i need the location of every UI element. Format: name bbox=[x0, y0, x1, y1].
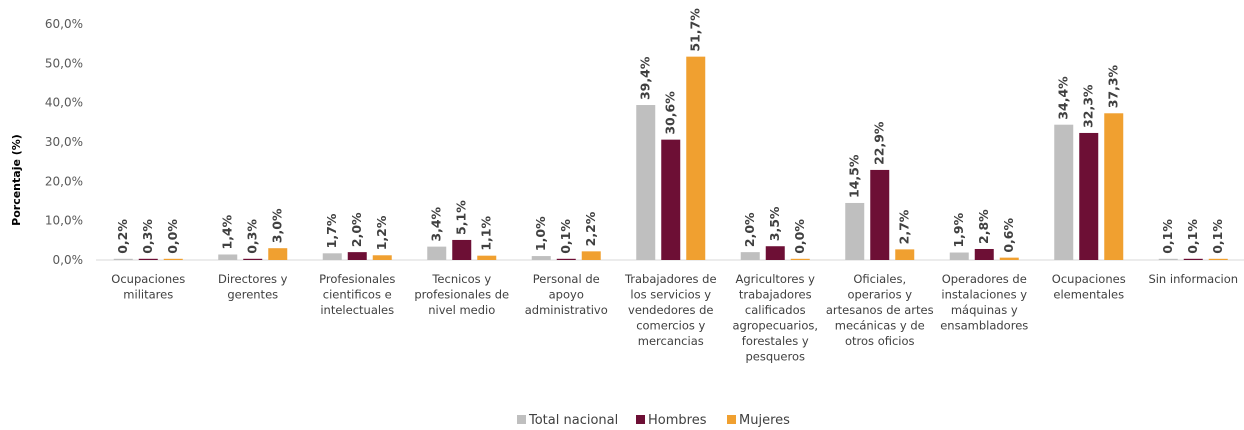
bar bbox=[974, 248, 994, 260]
bar bbox=[268, 248, 288, 260]
data-label: 0,0% bbox=[165, 219, 180, 254]
y-axis-title: Porcentaje (%) bbox=[10, 134, 23, 226]
data-label: 1,7% bbox=[324, 213, 339, 248]
y-axis: 0,0% 10,0% 20,0% 30,0% 40,0% 50,0% 60,0% bbox=[45, 17, 83, 267]
data-label: 1,1% bbox=[479, 216, 494, 251]
data-label: 1,9% bbox=[951, 212, 966, 247]
bar bbox=[790, 258, 810, 260]
bar bbox=[427, 246, 447, 260]
y-tick-label: 20,0% bbox=[45, 174, 83, 188]
data-label: 1,2% bbox=[374, 215, 389, 250]
data-label: 0,1% bbox=[1210, 219, 1225, 254]
bar bbox=[686, 56, 706, 260]
data-label: 34,4% bbox=[1056, 76, 1071, 120]
bar bbox=[1054, 124, 1074, 261]
bar bbox=[949, 252, 969, 260]
data-label: 5,1% bbox=[454, 200, 469, 235]
bar bbox=[163, 258, 183, 260]
data-label: 2,2% bbox=[583, 211, 598, 246]
legend-label: Hombres bbox=[648, 413, 707, 428]
bar bbox=[372, 255, 392, 260]
category-label: Ocupaciones militares bbox=[111, 272, 185, 302]
category-label: Agricultores y trabajadores calificados agr… bbox=[733, 272, 819, 364]
bar bbox=[1104, 113, 1124, 260]
category-label: Oficiales, operarios y artesanos de artes m… bbox=[826, 272, 934, 348]
bars-group bbox=[113, 56, 1228, 261]
legend-swatch bbox=[517, 415, 526, 424]
legend-label: Total nacional bbox=[528, 413, 618, 428]
category-labels-group: Ocupaciones militares Directores y gerentes… bbox=[111, 272, 1238, 364]
bar bbox=[113, 258, 133, 260]
bar bbox=[1183, 258, 1203, 260]
legend-swatch bbox=[727, 415, 736, 424]
data-label: 1,4% bbox=[220, 214, 235, 249]
data-label: 3,5% bbox=[767, 206, 782, 241]
bar bbox=[1079, 132, 1099, 260]
data-label: 32,3% bbox=[1081, 84, 1096, 128]
y-tick-label: 50,0% bbox=[45, 56, 83, 70]
category-label: Ocupaciones elementales bbox=[1052, 272, 1126, 302]
y-tick-label: 60,0% bbox=[45, 17, 83, 31]
data-label: 51,7% bbox=[688, 8, 703, 52]
legend: Total nacional Hombres Mujeres bbox=[517, 413, 790, 428]
data-label: 0,0% bbox=[792, 219, 807, 254]
category-label: Trabajadores de los servicios y vendedores… bbox=[624, 272, 717, 348]
bar bbox=[556, 258, 576, 260]
bar bbox=[218, 254, 238, 260]
legend-swatch bbox=[636, 415, 645, 424]
data-label: 0,2% bbox=[115, 219, 130, 254]
data-label: 0,6% bbox=[1001, 217, 1016, 252]
data-label: 0,1% bbox=[1185, 219, 1200, 254]
data-label: 1,0% bbox=[533, 216, 548, 251]
category-label: Operadores de instalaciones y máquinas y en… bbox=[940, 272, 1028, 333]
data-label: 37,3% bbox=[1106, 64, 1121, 108]
bar bbox=[765, 246, 785, 260]
y-tick-label: 0,0% bbox=[53, 253, 84, 267]
category-label: Directores y gerentes bbox=[218, 272, 288, 302]
bar bbox=[243, 258, 263, 260]
bar bbox=[636, 105, 656, 260]
bar bbox=[581, 251, 601, 260]
bar bbox=[740, 252, 760, 260]
bar bbox=[661, 139, 681, 260]
data-label: 22,9% bbox=[872, 121, 887, 165]
bar bbox=[452, 239, 472, 260]
category-label: Sin informacion bbox=[1148, 272, 1238, 286]
data-label: 3,0% bbox=[270, 208, 285, 243]
data-label: 0,1% bbox=[558, 219, 573, 254]
data-label: 0,1% bbox=[1160, 219, 1175, 254]
y-tick-label: 40,0% bbox=[45, 96, 83, 110]
data-label: 3,4% bbox=[429, 206, 444, 241]
bar bbox=[477, 255, 497, 260]
category-label: Profesionales cientificos e intelectuales bbox=[319, 272, 395, 317]
data-label: 2,0% bbox=[349, 212, 364, 247]
bar bbox=[531, 256, 551, 260]
bar bbox=[322, 253, 342, 260]
data-label: 39,4% bbox=[638, 56, 653, 100]
bar bbox=[999, 257, 1019, 260]
bar bbox=[870, 169, 890, 260]
bar bbox=[347, 252, 367, 260]
data-label: 2,8% bbox=[976, 209, 991, 244]
y-tick-label: 10,0% bbox=[45, 214, 83, 228]
data-label: 0,3% bbox=[245, 219, 260, 254]
bar bbox=[1158, 258, 1178, 260]
bar bbox=[895, 249, 915, 260]
data-label: 14,5% bbox=[847, 154, 862, 198]
data-labels-group: 0,2% 0,3% 0,0% 1,4% 0,3% 3,0% 1,7% 2,0% 1,2% 3,4%… bbox=[115, 8, 1225, 254]
data-label: 2,7% bbox=[897, 209, 912, 244]
bar bbox=[845, 202, 865, 260]
legend-label: Mujeres bbox=[739, 413, 790, 428]
category-label: Tecnicos y profesionales de nivel medio bbox=[414, 272, 509, 317]
data-label: 0,3% bbox=[140, 219, 155, 254]
category-label: Personal de apoyo administrativo bbox=[525, 272, 608, 317]
y-tick-label: 30,0% bbox=[45, 135, 83, 149]
bar bbox=[1208, 258, 1228, 260]
data-label: 30,6% bbox=[663, 91, 678, 135]
data-label: 2,0% bbox=[742, 212, 757, 247]
bar bbox=[138, 258, 158, 260]
